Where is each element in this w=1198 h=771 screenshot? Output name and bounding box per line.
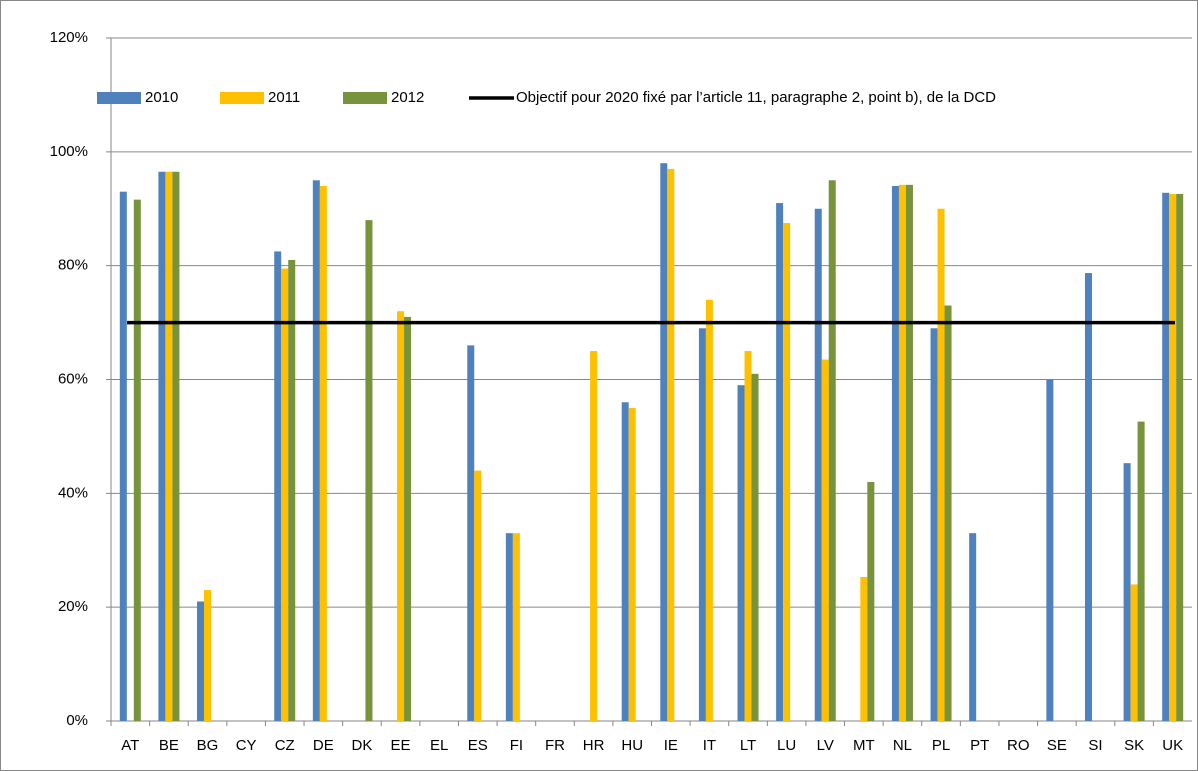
bar [860, 577, 868, 721]
x-tick-label: HR [583, 737, 605, 754]
legend-swatch [220, 92, 264, 104]
legend-label: 2011 [268, 89, 300, 106]
x-tick-label: DK [352, 737, 373, 754]
y-tick-label: 0% [66, 712, 88, 729]
bar [898, 184, 906, 722]
y-tick-label: 60% [58, 370, 88, 387]
bar [821, 359, 829, 721]
bar [397, 311, 405, 721]
bar [158, 171, 166, 722]
bar [505, 533, 513, 721]
x-tick-label: PT [970, 737, 989, 754]
legend-swatch [97, 92, 141, 104]
x-tick-label: BE [159, 737, 179, 754]
x-tick-label: PL [932, 737, 950, 754]
bar [1176, 193, 1184, 721]
x-tick-label: LU [777, 737, 796, 754]
legend-label: 2010 [145, 89, 178, 106]
bar [621, 402, 629, 721]
bar [930, 328, 938, 721]
bar [737, 385, 745, 721]
bar [1162, 192, 1170, 721]
bar [165, 171, 173, 722]
bar [119, 191, 127, 722]
x-tick-label: SE [1047, 737, 1067, 754]
x-tick-label: CY [236, 737, 257, 754]
bar [281, 268, 289, 721]
x-tick-label: NL [893, 737, 912, 754]
bar [944, 305, 952, 721]
bar [744, 351, 752, 721]
bar [365, 220, 373, 721]
bar [197, 601, 205, 721]
bar [1046, 379, 1054, 721]
bar [751, 373, 759, 721]
bar [404, 316, 412, 721]
x-tick-label: EL [430, 737, 448, 754]
x-tick-label: BG [197, 737, 219, 754]
bar [1130, 584, 1138, 721]
bar [474, 470, 482, 721]
x-tick-label: LV [817, 737, 834, 754]
y-tick-label: 20% [58, 598, 88, 615]
bar [288, 259, 296, 721]
x-tick-label: FR [545, 737, 565, 754]
bar [1123, 463, 1131, 721]
bar [660, 163, 668, 721]
x-tick-label: SI [1088, 737, 1102, 754]
bar [814, 208, 822, 721]
bar [512, 533, 520, 721]
y-tick-label: 80% [58, 257, 88, 274]
bar [1084, 273, 1092, 721]
bar [628, 407, 636, 721]
bar [319, 185, 327, 721]
bar [133, 199, 141, 722]
x-tick-label: MT [853, 737, 875, 754]
x-tick-label: CZ [275, 737, 295, 754]
bar [905, 184, 913, 722]
bar [867, 481, 875, 721]
bar [698, 328, 706, 721]
bar [783, 222, 791, 721]
x-tick-label: RO [1007, 737, 1030, 754]
x-tick-label: EE [391, 737, 411, 754]
bar [828, 180, 836, 721]
bar [590, 351, 598, 721]
bar [1169, 193, 1177, 721]
x-tick-label: DE [313, 737, 334, 754]
legend-swatch [343, 92, 387, 104]
x-tick-label: LT [740, 737, 756, 754]
bar [667, 168, 675, 722]
bar [204, 590, 212, 721]
bar [776, 203, 784, 721]
bar [937, 208, 945, 721]
x-tick-label: ES [468, 737, 488, 754]
x-tick-label: IT [703, 737, 716, 754]
bar [705, 299, 713, 721]
x-tick-label: HU [621, 737, 643, 754]
bar [1137, 421, 1145, 721]
bar [274, 251, 282, 721]
bar [467, 345, 475, 721]
x-tick-label: AT [121, 737, 139, 754]
x-tick-label: FI [510, 737, 523, 754]
y-tick-label: 120% [50, 29, 88, 46]
bar [891, 185, 899, 721]
y-tick-label: 40% [58, 484, 88, 501]
legend-label: 2012 [391, 89, 424, 106]
bar [172, 171, 180, 722]
bar [969, 533, 977, 721]
x-tick-label: IE [664, 737, 678, 754]
bar [312, 180, 320, 721]
x-tick-label: SK [1124, 737, 1144, 754]
legend-label: Objectif pour 2020 fixé par l’article 11… [516, 89, 996, 106]
x-tick-label: UK [1162, 737, 1183, 754]
y-tick-label: 100% [50, 143, 88, 160]
